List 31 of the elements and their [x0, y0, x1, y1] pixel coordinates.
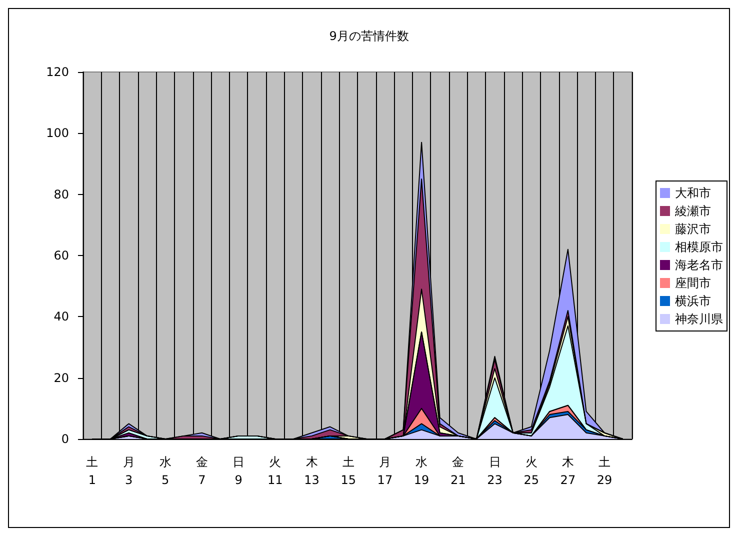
y-tick-label: 0	[61, 432, 69, 446]
x-tick-label: 土 1	[86, 455, 98, 487]
y-tick-label: 60	[54, 248, 69, 262]
x-tick-label: 金 21	[450, 455, 466, 487]
y-tick-label: 120	[46, 65, 69, 79]
x-tick-label: 火 11	[268, 455, 283, 487]
legend-label: 座間市	[675, 276, 711, 290]
y-tick-label: 20	[54, 370, 69, 385]
legend-label: 綾瀬市	[674, 204, 711, 218]
legend-label: 神奈川県	[675, 312, 723, 326]
legend-label: 大和市	[675, 186, 711, 200]
x-tick-label: 日 9	[232, 455, 245, 487]
x-tick-label: 金 7	[196, 455, 208, 487]
x-tick-label: 日 23	[487, 455, 502, 487]
x-tick-label: 木 27	[560, 455, 576, 487]
x-tick-label: 水 5	[159, 455, 172, 487]
legend-label: 相模原市	[675, 240, 723, 254]
legend-label: 横浜市	[675, 294, 711, 308]
y-tick-label: 40	[54, 310, 69, 324]
x-tick-label: 月 17	[377, 455, 393, 487]
x-tick-label: 土 15	[340, 455, 356, 487]
x-tick-label: 土 29	[596, 455, 612, 487]
x-tick-label: 火 25	[524, 455, 539, 487]
chart-title: 9月の苦情件数	[329, 29, 409, 43]
x-tick-label: 木 13	[304, 455, 320, 487]
x-tick-label: 水 19	[414, 455, 430, 487]
x-tick-label: 月 3	[122, 455, 135, 487]
legend-label: 藤沢市	[675, 222, 711, 236]
legend-label: 海老名市	[675, 258, 723, 272]
y-tick-label: 80	[54, 187, 69, 202]
y-tick-label: 100	[46, 126, 69, 140]
